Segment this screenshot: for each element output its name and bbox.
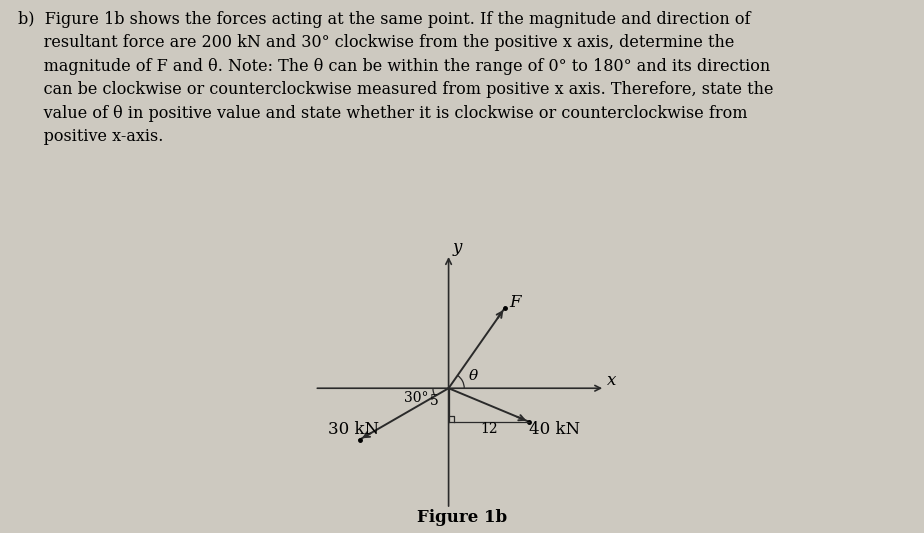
Text: 30 kN: 30 kN bbox=[328, 421, 380, 438]
Text: Figure 1b: Figure 1b bbox=[417, 508, 507, 526]
Text: 40 kN: 40 kN bbox=[529, 421, 580, 438]
Text: 12: 12 bbox=[480, 422, 498, 436]
Text: y: y bbox=[452, 239, 462, 256]
Text: 30°: 30° bbox=[404, 391, 429, 405]
Text: F: F bbox=[509, 294, 521, 311]
Text: 5: 5 bbox=[430, 394, 439, 408]
Text: b)  Figure 1b shows the forces acting at the same point. If the magnitude and di: b) Figure 1b shows the forces acting at … bbox=[18, 11, 774, 145]
Text: θ: θ bbox=[468, 369, 478, 383]
Text: x: x bbox=[607, 372, 616, 389]
